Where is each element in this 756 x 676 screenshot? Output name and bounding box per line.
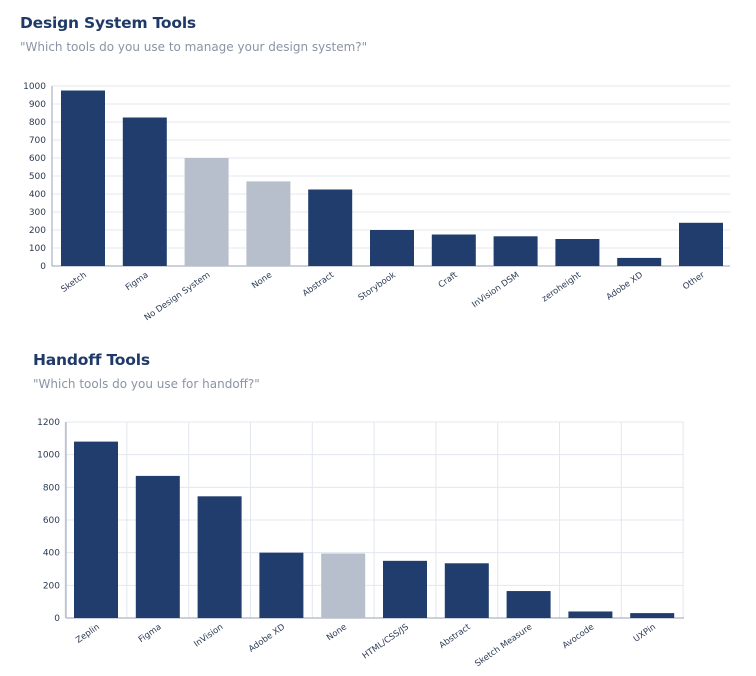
x-tick-label: Other: [681, 270, 707, 292]
bar-abstract[interactable]: [444, 563, 489, 618]
x-tick-label: InVision: [192, 622, 225, 649]
x-tick-label: None: [250, 270, 274, 291]
y-tick-label: 200: [29, 226, 46, 236]
bar-figma[interactable]: [135, 475, 180, 618]
y-tick-label: 500: [29, 172, 46, 182]
y-tick-label: 800: [29, 118, 46, 128]
bar-storybook[interactable]: [370, 230, 414, 266]
design-system-tools-chart: 0 100 200 300 400 500 600 700 800 900 1000 Sketch Fi…: [23, 82, 730, 323]
handoff-tools-chart: 0 200 400 600 800 1000 1200 Zeplin Figma InVision…: [37, 418, 684, 669]
chart1-subtitle: "Which tools do you use to manage your d…: [20, 40, 368, 54]
x-tick-label: HTML/CSS/JS: [361, 622, 411, 661]
bar-adobe-xd[interactable]: [617, 257, 662, 266]
bar-abstract[interactable]: [308, 189, 353, 267]
y-tick-label: 700: [29, 136, 46, 146]
y-tick-label: 0: [54, 614, 60, 624]
x-tick-label: Abstract: [301, 270, 337, 299]
x-tick-label: Adobe XD: [605, 270, 645, 303]
x-tick-label: Figma: [124, 270, 151, 293]
x-tick-label: No Design System: [143, 270, 213, 323]
x-tick-label: Storybook: [357, 270, 398, 303]
y-tick-label: 800: [43, 483, 60, 493]
x-tick-label: Figma: [137, 622, 164, 645]
bar-html-css-js[interactable]: [383, 560, 427, 618]
bar-none[interactable]: [246, 181, 291, 266]
x-tick-label: None: [325, 622, 349, 643]
y-tick-label: 600: [29, 154, 46, 164]
bar-invision[interactable]: [197, 496, 242, 618]
bar-figma[interactable]: [122, 117, 167, 267]
x-tick-label: Abstract: [438, 622, 474, 651]
y-tick-label: 1000: [23, 82, 46, 92]
bar-sketch-measure[interactable]: [506, 591, 551, 618]
y-tick-label: 200: [43, 581, 60, 591]
y-tick-label: 400: [43, 549, 60, 559]
x-tick-label: Zeplin: [74, 622, 101, 645]
chart2-subtitle: "Which tools do you use for handoff?": [33, 377, 260, 391]
bar-invision-dsm[interactable]: [493, 236, 538, 266]
bar-sketch[interactable]: [61, 90, 105, 267]
x-tick-label: InVision DSM: [470, 270, 521, 310]
x-tick-label: zeroheight: [540, 270, 583, 305]
bar-no-design-system[interactable]: [184, 158, 229, 266]
bar-avocode[interactable]: [568, 611, 613, 618]
bar-zeplin[interactable]: [74, 441, 118, 618]
y-tick-label: 600: [43, 516, 60, 526]
y-tick-label: 300: [29, 208, 46, 218]
chart1-title: Design System Tools: [20, 14, 196, 32]
x-tick-label: Adobe XD: [247, 622, 287, 655]
x-tick-label: Craft: [437, 270, 460, 291]
x-tick-label: Sketch: [60, 270, 89, 295]
bar-craft[interactable]: [431, 234, 476, 267]
x-tick-label: Avocode: [561, 622, 596, 651]
x-tick-label: Sketch Measure: [473, 622, 534, 669]
y-tick-label: 1200: [37, 418, 60, 428]
bar-other[interactable]: [679, 222, 723, 266]
y-tick-label: 100: [29, 244, 46, 254]
bar-uxpin[interactable]: [630, 613, 675, 618]
y-tick-label: 900: [29, 100, 46, 110]
bar-none[interactable]: [321, 553, 366, 618]
chart2-title: Handoff Tools: [33, 351, 150, 369]
y-tick-label: 400: [29, 190, 46, 200]
bar-adobe-xd[interactable]: [259, 552, 304, 618]
y-tick-label: 1000: [37, 451, 60, 461]
x-tick-label: UXPin: [632, 622, 658, 644]
y-tick-label: 0: [40, 262, 46, 272]
bar-zeroheight[interactable]: [555, 239, 600, 266]
